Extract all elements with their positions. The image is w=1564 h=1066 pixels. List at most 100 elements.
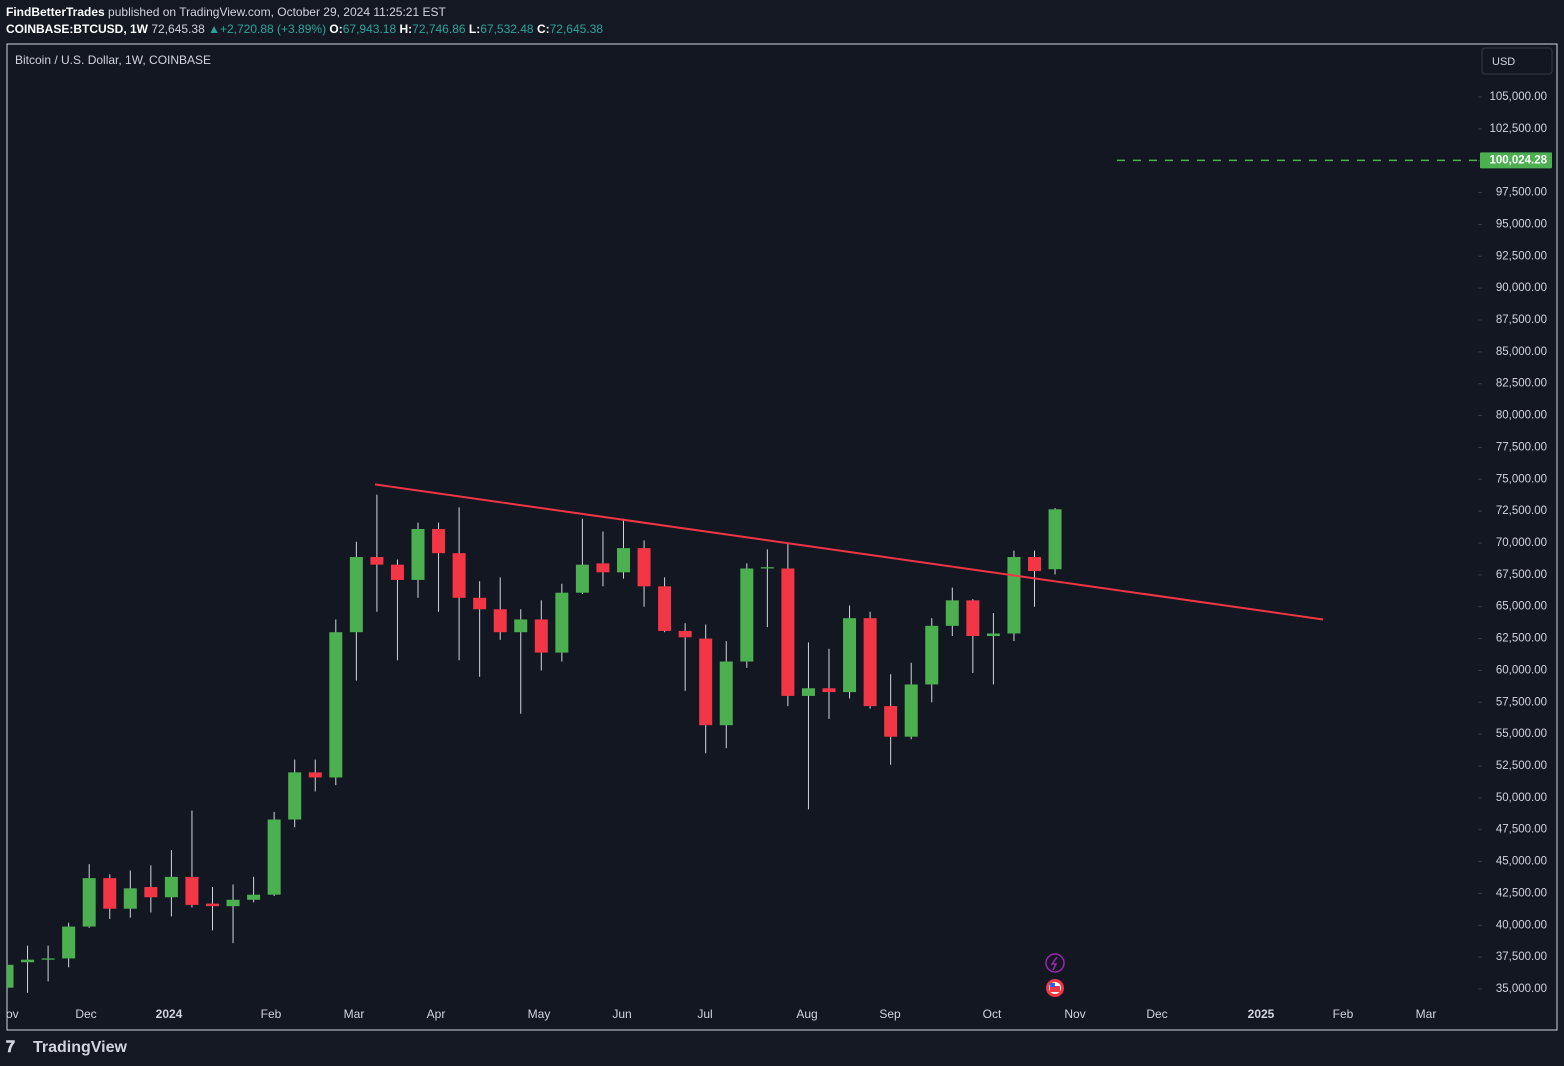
candle-body xyxy=(822,688,836,693)
y-tick-label: 92,500.00 xyxy=(1496,250,1547,262)
y-tick-label: 80,000.00 xyxy=(1496,410,1547,422)
candle-body xyxy=(678,630,692,638)
y-tick-label: 40,000.00 xyxy=(1496,919,1547,931)
y-tick-label: 60,000.00 xyxy=(1496,664,1547,676)
x-tick-label: May xyxy=(528,1007,551,1021)
y-tick-label: 70,000.00 xyxy=(1496,537,1547,549)
pane-title: Bitcoin / U.S. Dollar, 1W, COINBASE xyxy=(15,53,211,67)
y-tick-label: 42,500.00 xyxy=(1496,887,1547,899)
trendline xyxy=(374,483,1324,621)
y-tick-label: 50,000.00 xyxy=(1496,792,1547,804)
y-tick-label: 72,500.00 xyxy=(1496,505,1547,517)
y-tick-label: 57,500.00 xyxy=(1496,696,1547,708)
currency-button[interactable] xyxy=(1481,47,1553,75)
candle-body xyxy=(1028,557,1041,572)
y-tick-label: 85,000.00 xyxy=(1496,346,1547,358)
x-tick-label: Feb xyxy=(261,1007,282,1021)
candle-body xyxy=(658,586,672,631)
y-tick-label: 87,500.00 xyxy=(1496,314,1547,326)
candle-body xyxy=(801,688,815,696)
c: 72,645.38 xyxy=(549,22,604,36)
y-tick-label: 77,500.00 xyxy=(1496,441,1547,453)
x-tick-label: 2025 xyxy=(1248,1007,1275,1021)
candle-body xyxy=(185,876,199,905)
candle-body xyxy=(534,619,548,653)
publish-line: FindBetterTrades published on TradingVie… xyxy=(6,4,603,21)
x-tick-label: Dec xyxy=(75,1007,96,1021)
candle-body xyxy=(637,548,651,587)
x-tick-label: Sep xyxy=(879,1007,901,1021)
x-tick-label: Nov xyxy=(0,1007,19,1021)
candle-body xyxy=(925,625,939,685)
candle-body xyxy=(945,600,959,626)
x-tick-label: Dec xyxy=(1146,1007,1167,1021)
candle-body xyxy=(390,564,404,580)
arrow: ▲ xyxy=(208,22,220,36)
candle-body xyxy=(699,638,713,726)
y-tick-label: 65,000.00 xyxy=(1496,601,1547,613)
candle-body xyxy=(555,592,569,653)
x-tick-label: Jul xyxy=(697,1007,712,1021)
candle-body xyxy=(473,597,487,610)
y-tick-label: 82,500.00 xyxy=(1496,378,1547,390)
y-tick-label: 52,500.00 xyxy=(1496,760,1547,772)
y-tick-label: 97,500.00 xyxy=(1496,187,1547,199)
candle-body xyxy=(1048,509,1062,570)
frame xyxy=(6,43,1558,1031)
plot: Nov Dec 2024 Feb Mar Apr May Jun Jul Aug Sep Oct Nov… xyxy=(0,483,1436,1021)
h: 72,746.86 xyxy=(412,22,466,36)
candle-body xyxy=(493,609,507,633)
candle-body xyxy=(986,633,1000,637)
candle-body xyxy=(247,894,261,900)
l-label: L: xyxy=(468,22,481,36)
candle-body xyxy=(41,958,55,960)
target-label: 100,024.28 xyxy=(1489,154,1547,166)
candle-body xyxy=(617,548,630,573)
candle-body xyxy=(21,959,35,963)
candle-body xyxy=(144,887,158,898)
x-tick-label: Nov xyxy=(1064,1007,1085,1021)
candle-body xyxy=(760,567,774,569)
candle-body xyxy=(103,878,117,909)
y-tick-label: 105,000.00 xyxy=(1489,91,1547,103)
h-label: H: xyxy=(399,22,413,36)
candle-body xyxy=(370,557,384,565)
candle-body xyxy=(267,819,281,895)
y-tick-label: 55,000.00 xyxy=(1496,728,1547,740)
y-tick-label: 35,000.00 xyxy=(1496,983,1547,995)
o-label: O: xyxy=(329,22,343,36)
candle-body xyxy=(349,557,363,633)
x-tick-label: Feb xyxy=(1333,1007,1354,1021)
y-tick-label: 67,500.00 xyxy=(1496,569,1547,581)
candle-body xyxy=(82,878,96,927)
y-tick-label: 95,000.00 xyxy=(1496,218,1547,230)
c-label: C: xyxy=(536,22,550,36)
x-tick-label: Oct xyxy=(983,1007,1002,1021)
y-tick-label: 75,000.00 xyxy=(1496,473,1547,485)
logo-mark: 𝟕 xyxy=(6,1039,15,1056)
candle-body xyxy=(596,563,610,573)
candle-body xyxy=(288,772,302,820)
candle-body xyxy=(308,772,322,778)
author: FindBetterTrades xyxy=(6,5,105,19)
header: FindBetterTrades published on TradingVie… xyxy=(6,4,603,38)
candle-body xyxy=(7,964,14,988)
candle-body xyxy=(966,600,980,637)
price: 72,645.38 xyxy=(151,22,205,36)
candle-body xyxy=(452,553,466,598)
y-tick-label: 102,500.00 xyxy=(1489,123,1547,135)
change: +2,720.88 (+3.89%) xyxy=(219,22,327,36)
quote-line: COINBASE:BTCUSD, 1W 72,645.38 ▲+2,720.88… xyxy=(6,21,603,38)
candle-body xyxy=(863,618,877,707)
candle-body xyxy=(719,661,733,726)
published: published on TradingView.com, October 29… xyxy=(108,5,446,19)
x-tick-label: Apr xyxy=(427,1007,446,1021)
candle-body xyxy=(1007,557,1021,634)
y-tick-label: 37,500.00 xyxy=(1496,951,1547,963)
currency[interactable]: USD xyxy=(1492,56,1515,68)
candle-body xyxy=(432,528,446,554)
x-tick-label: Aug xyxy=(796,1007,817,1021)
candle-body xyxy=(226,899,240,907)
candle-body xyxy=(904,684,918,737)
